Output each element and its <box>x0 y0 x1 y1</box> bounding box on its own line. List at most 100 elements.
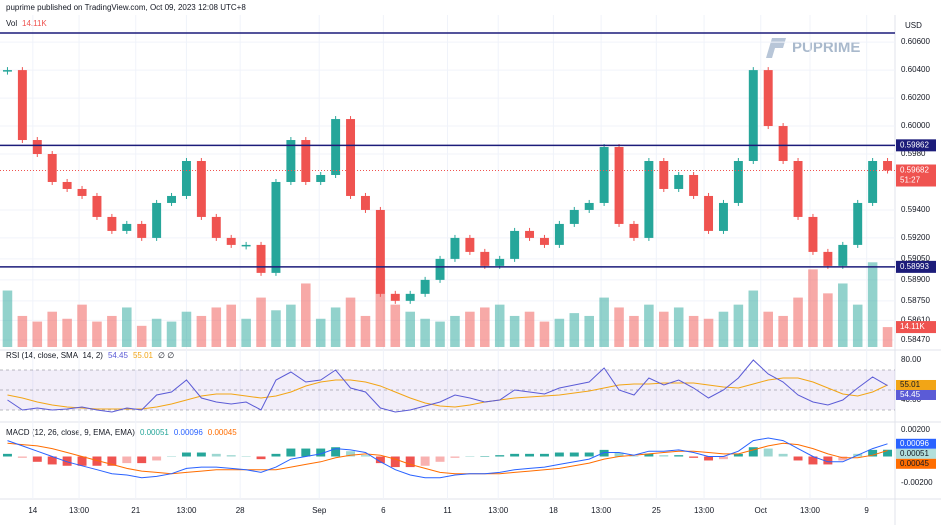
macd-histogram-bar <box>733 453 743 457</box>
volume-bar <box>256 297 266 347</box>
candle-body <box>137 223 147 238</box>
macd-histogram-bar <box>569 452 579 457</box>
volume-bar <box>509 315 520 347</box>
x-tick-label: 28 <box>236 506 245 515</box>
candle-body <box>181 161 191 196</box>
volume-bar <box>778 315 788 347</box>
macd-histogram-bar <box>211 453 221 457</box>
candle-body <box>390 293 400 301</box>
volume-bar <box>435 321 445 347</box>
axis-value-label: 0.00051 <box>900 449 929 458</box>
volume-bar <box>301 283 311 347</box>
candle-body <box>763 70 773 127</box>
volume-bar <box>852 304 863 347</box>
legend-value: 0.00051 <box>140 428 169 437</box>
rsi-tick-label: 80.00 <box>901 355 922 364</box>
candle-body <box>226 237 236 245</box>
macd-histogram-bar <box>554 452 564 457</box>
candle-body <box>510 230 520 259</box>
macd-histogram-bar <box>152 456 162 461</box>
candle-body <box>2 70 12 72</box>
currency: USD <box>905 21 922 30</box>
volume-bar <box>867 262 878 347</box>
x-tick-label: 11 <box>443 506 452 515</box>
y-tick-label: 0.58610 <box>901 316 930 325</box>
candle-body <box>823 251 833 266</box>
volume-bar <box>166 321 177 347</box>
candle-body <box>346 119 356 196</box>
volume-bar <box>32 321 43 347</box>
volume-label: 14.11K <box>900 322 925 331</box>
candle-body <box>167 195 177 203</box>
macd-histogram-bar <box>525 453 535 457</box>
axis-value-label: 55.01 <box>900 380 921 389</box>
macd-histogram-bar <box>331 447 341 457</box>
candle-body <box>838 244 848 266</box>
macd-histogram-bar <box>122 456 132 464</box>
axis-value-label: 0.00096 <box>900 439 929 448</box>
volume-bar <box>17 315 28 347</box>
macd-histogram-bar <box>301 448 311 457</box>
candle-body <box>718 202 728 231</box>
candle-body <box>122 223 132 231</box>
volume-bar <box>420 318 430 347</box>
volume-bar <box>330 307 341 347</box>
macd-histogram-bar <box>793 456 803 461</box>
macd-histogram-bar <box>510 453 520 457</box>
volume-bar <box>882 327 893 347</box>
candle-body <box>689 174 699 196</box>
x-tick-label: 13:00 <box>694 506 715 515</box>
macd-histogram-bar <box>196 452 206 457</box>
candle-body <box>271 181 281 273</box>
volume-bar <box>390 304 401 347</box>
macd-histogram-bar <box>241 456 251 457</box>
candle-body <box>360 195 370 210</box>
volume-bar <box>271 310 281 347</box>
candle-body <box>405 293 415 301</box>
macd-histogram-bar <box>256 456 266 460</box>
macd-histogram-bar <box>584 452 594 457</box>
y-tick-label: 0.60600 <box>901 37 930 46</box>
candle-body <box>465 237 475 252</box>
axis-value-label: 0.00045 <box>900 459 929 468</box>
y-tick-label: 0.59050 <box>901 254 930 263</box>
candle-body <box>435 258 445 280</box>
macd-histogram-bar <box>868 449 878 457</box>
axis-value-box <box>896 458 936 469</box>
legend-value: 0.00096 <box>174 428 203 437</box>
macd-histogram-bar <box>47 456 57 465</box>
candle-body <box>450 237 460 259</box>
volume-bar <box>823 293 833 347</box>
macd-histogram-bar <box>838 456 848 461</box>
candle-body <box>599 147 609 203</box>
macd-line <box>7 437 888 479</box>
volume-bar <box>554 318 565 347</box>
candle-body <box>286 140 296 182</box>
volume-label-box <box>896 321 936 334</box>
candle-body <box>495 258 505 266</box>
axis-value-box <box>896 438 936 449</box>
volume-bar <box>838 283 848 347</box>
macd-tick-label: 0.00200 <box>901 425 930 434</box>
macd-histogram-bar <box>137 456 147 464</box>
volume-bar <box>360 315 371 347</box>
y-tick-label: 0.59200 <box>901 233 930 242</box>
volume-bar <box>644 304 654 347</box>
candle-body <box>868 161 878 203</box>
y-tick-label: 0.60000 <box>901 121 930 130</box>
volume-bar <box>286 304 296 347</box>
volume-bar <box>465 311 475 347</box>
volume-bar <box>629 315 639 347</box>
volume-bar <box>241 318 251 347</box>
macd-histogram-bar <box>435 456 445 462</box>
macd-histogram-bar <box>316 448 326 457</box>
logo: PUPRIME <box>766 38 860 58</box>
volume-bar <box>181 311 192 347</box>
candle-body <box>92 195 102 217</box>
x-tick-label: Oct <box>755 506 768 515</box>
macd-histogram-bar <box>539 453 549 457</box>
candle-body <box>674 174 684 189</box>
macd-histogram-bar <box>808 456 818 465</box>
macd-histogram-bar <box>614 452 624 457</box>
